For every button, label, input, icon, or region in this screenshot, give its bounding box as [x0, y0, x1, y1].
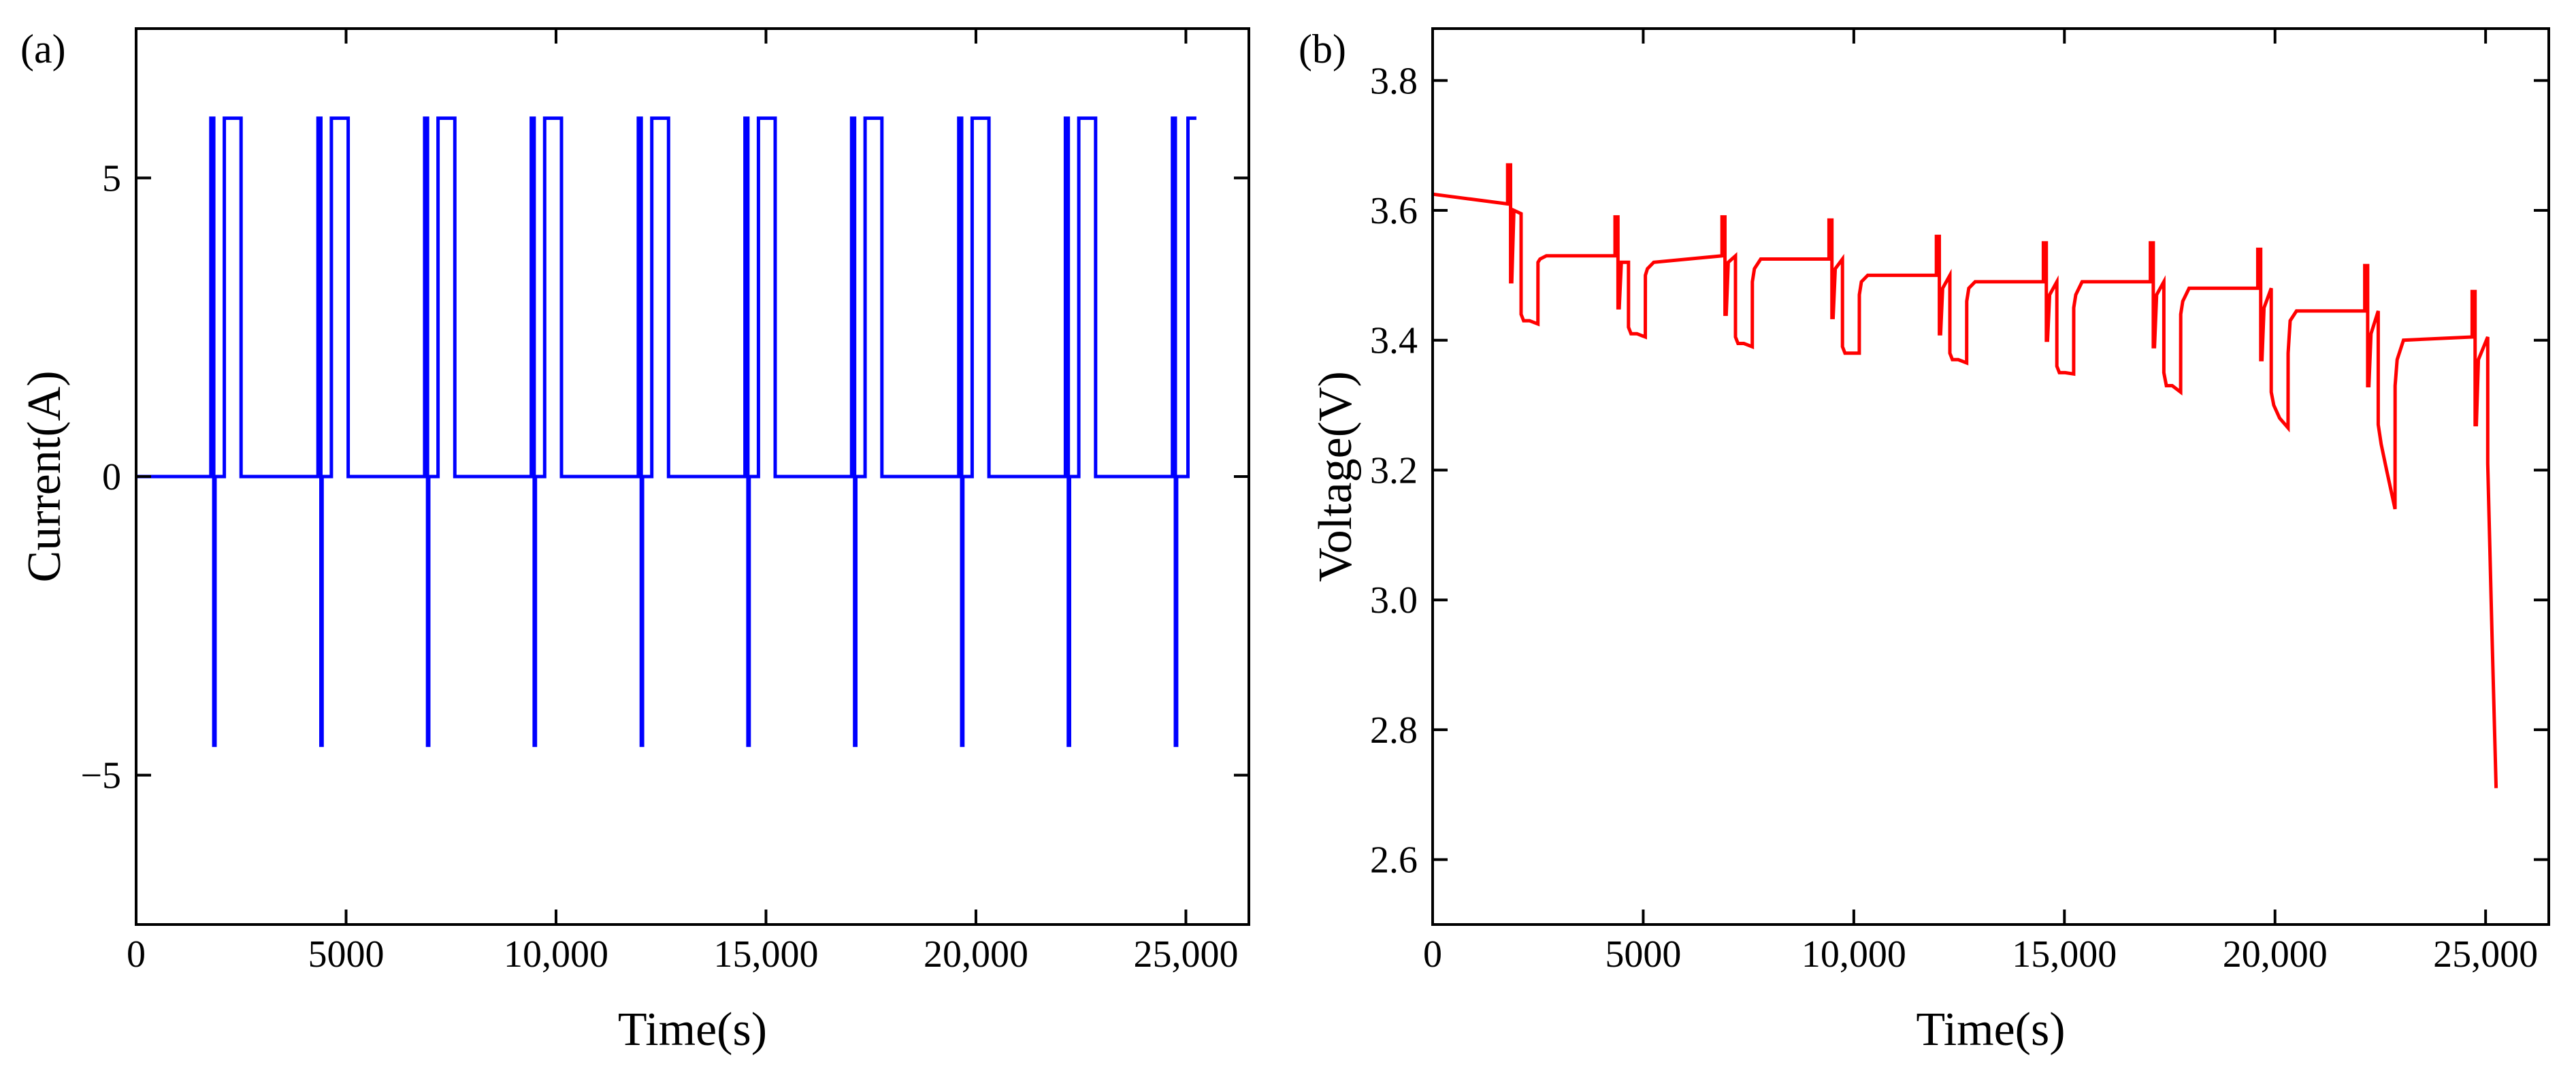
x-tick-label: 0 — [127, 933, 146, 976]
x-tick-label: 15,000 — [713, 933, 818, 976]
panel-a: 0 5000 10,000 15,000 20,000 25,000 −5 0 5 Time(s)… — [18, 27, 1250, 1056]
panel-label: (b) — [1299, 27, 1346, 71]
y-tick-label: 3.0 — [1370, 579, 1418, 622]
x-tick-label: 25,000 — [2433, 933, 2538, 976]
x-tick-label: 20,000 — [2223, 933, 2328, 976]
x-tick-label: 5000 — [308, 933, 384, 976]
x-tick-label: 10,000 — [1801, 933, 1906, 976]
panel-b: 0 5000 10,000 15,000 20,000 25,000 2.6 2.8 3.0 3.… — [1299, 27, 2550, 1056]
series-line-current — [136, 116, 1196, 748]
y-tick-label: 3.4 — [1370, 320, 1418, 362]
y-tick-label: 2.8 — [1370, 709, 1418, 752]
y-tick-label: 3.8 — [1370, 60, 1418, 102]
plot-frame — [1431, 27, 2550, 926]
series-line-voltage — [1432, 163, 2498, 788]
x-tick-label: 15,000 — [2012, 933, 2117, 976]
x-tick-label: 0 — [1423, 933, 1442, 976]
x-axis-label: Time(s) — [1916, 1003, 2065, 1056]
x-axis-label: Time(s) — [618, 1003, 767, 1056]
y-tick-label: 3.6 — [1370, 190, 1418, 232]
x-tick-label: 20,000 — [924, 933, 1028, 976]
y-axis-label: Current(A) — [18, 370, 71, 582]
panel-label: (a) — [20, 27, 66, 71]
y-tick-label: −5 — [80, 755, 121, 797]
y-tick-label: 0 — [102, 456, 121, 498]
y-tick-label: 2.6 — [1370, 839, 1418, 882]
y-tick-label: 5 — [102, 157, 121, 199]
x-tick-label: 25,000 — [1133, 933, 1238, 976]
x-tick-label: 10,000 — [504, 933, 608, 976]
y-tick-label: 3.2 — [1370, 449, 1418, 492]
y-axis-label: Voltage(V) — [1309, 371, 1362, 582]
x-tick-label: 5000 — [1605, 933, 1681, 976]
